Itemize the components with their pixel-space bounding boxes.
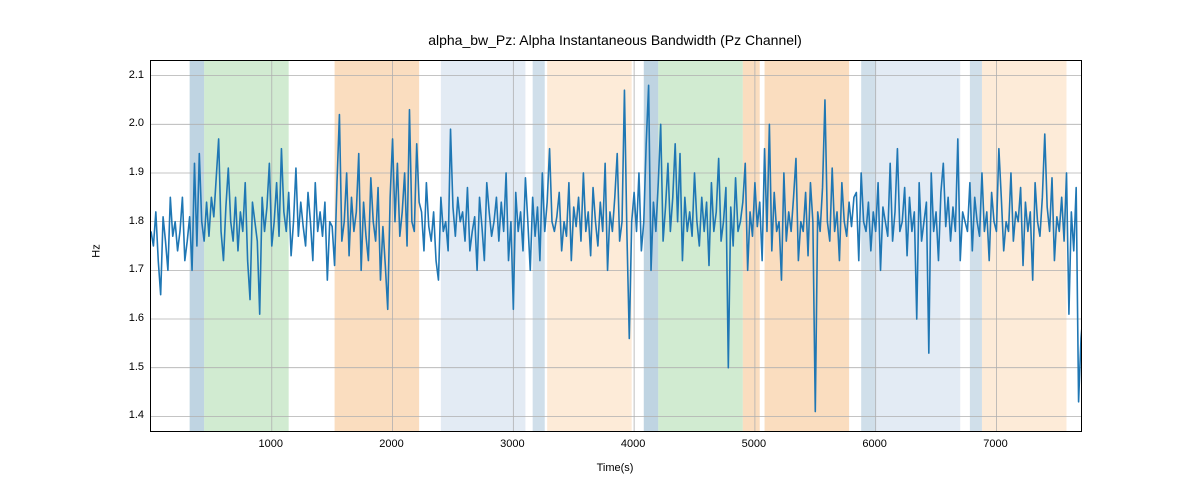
background-band [861, 61, 875, 431]
x-axis-label: Time(s) [150, 462, 1080, 474]
x-tick-label: 6000 [862, 438, 886, 450]
background-band [765, 61, 850, 431]
x-tick-label: 2000 [379, 438, 403, 450]
x-tick-label: 4000 [621, 438, 645, 450]
y-axis-label: Hz [91, 244, 103, 257]
chart-title: alpha_bw_Pz: Alpha Instantaneous Bandwid… [150, 32, 1080, 48]
plot-svg [151, 61, 1081, 431]
y-tick-label: 1.7 [118, 263, 144, 275]
y-tick-label: 1.6 [118, 312, 144, 324]
background-band [743, 61, 760, 431]
plot-area [150, 60, 1082, 432]
x-tick-label: 5000 [742, 438, 766, 450]
y-tick-label: 2.0 [118, 117, 144, 129]
y-tick-label: 1.5 [118, 361, 144, 373]
x-tick-label: 3000 [500, 438, 524, 450]
y-tick-label: 2.1 [118, 69, 144, 81]
y-tick-label: 1.4 [118, 409, 144, 421]
y-tick-label: 1.8 [118, 215, 144, 227]
figure: alpha_bw_Pz: Alpha Instantaneous Bandwid… [0, 0, 1200, 500]
x-tick-label: 7000 [983, 438, 1007, 450]
x-tick-label: 1000 [259, 438, 283, 450]
y-tick-label: 1.9 [118, 166, 144, 178]
